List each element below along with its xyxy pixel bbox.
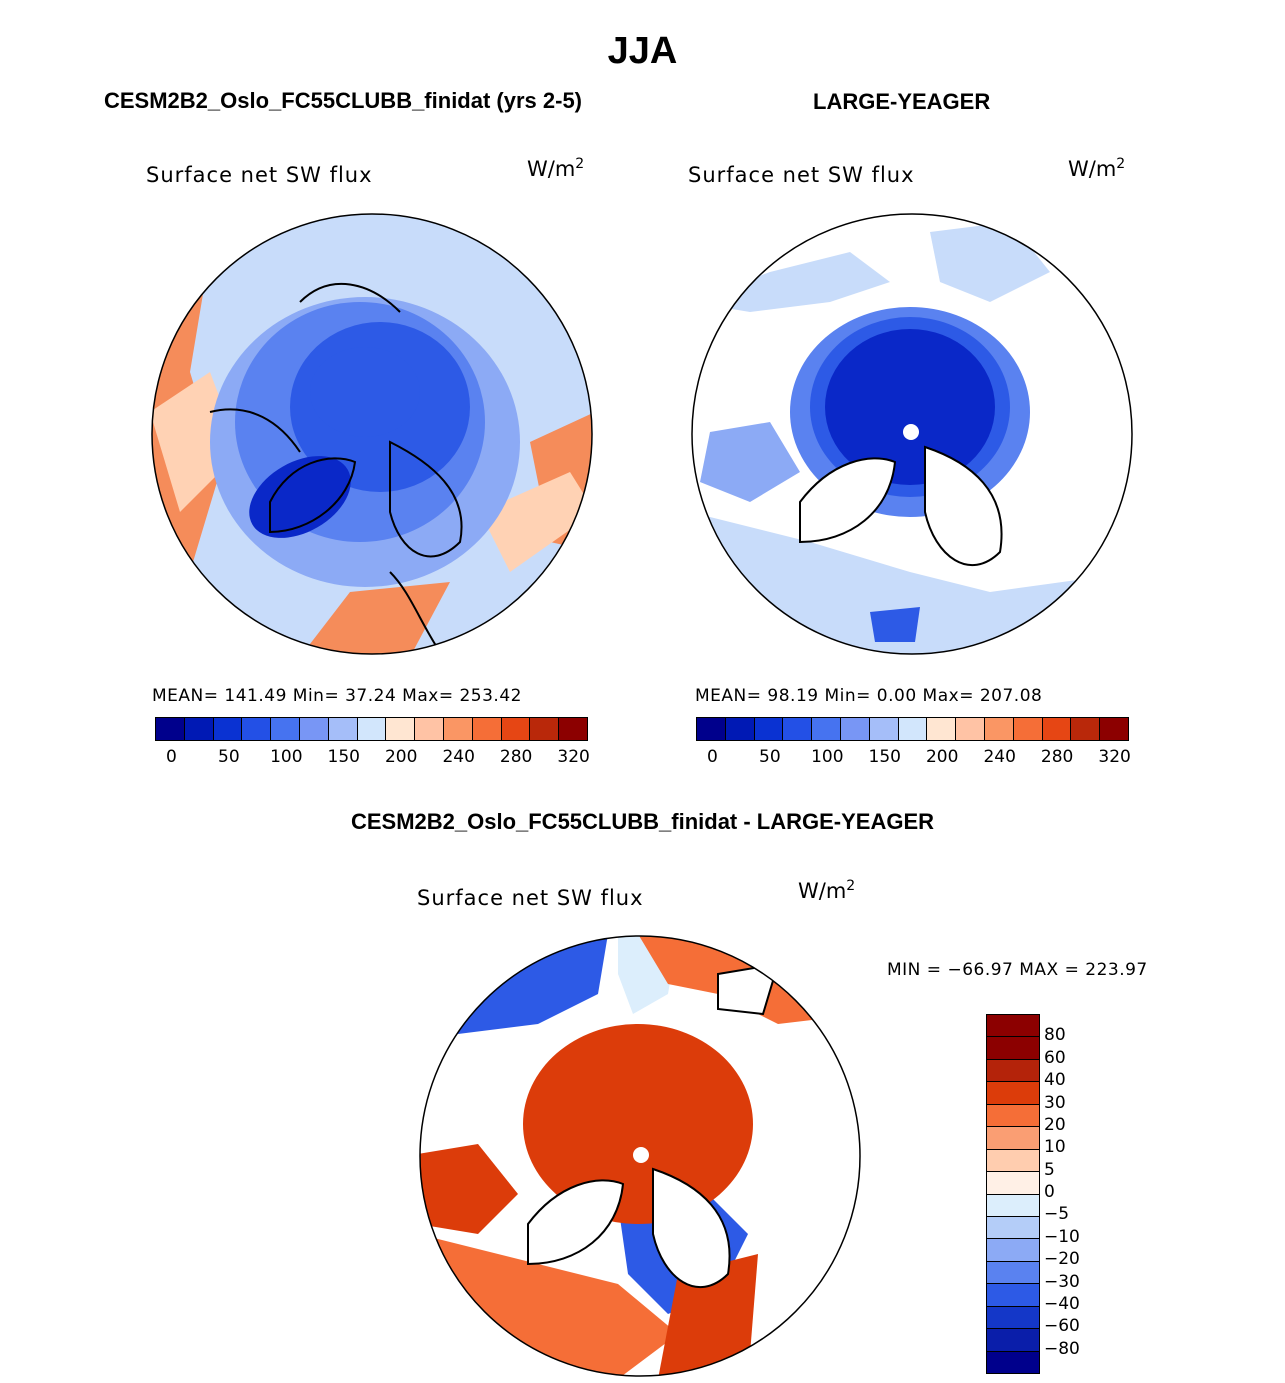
colorbar-swatch	[213, 718, 243, 740]
colorbar-tick-label: 150	[327, 747, 360, 767]
diff-units: W/m2	[798, 878, 856, 903]
figure-title: JJA	[607, 30, 678, 72]
left-panel-title: CESM2B2_Oslo_FC55CLUBB_finidat (yrs 2-5)	[104, 88, 583, 113]
colorbar-tick-label: −20	[1044, 1249, 1080, 1270]
colorbar-tick-label: 320	[557, 747, 590, 767]
colorbar-swatch	[725, 718, 755, 740]
colorbar-swatch	[1071, 718, 1101, 740]
colorbar-tick-label: 40	[1044, 1070, 1066, 1091]
colorbar-swatch	[1042, 718, 1072, 740]
colorbar-swatch	[271, 718, 300, 740]
colorbar-tick-label: 100	[270, 747, 303, 767]
colorbar-tick-label: 280	[1040, 747, 1074, 767]
colorbar-swatch	[472, 718, 502, 740]
colorbar-swatch	[987, 1194, 1039, 1217]
colorbar-tick-label: 0	[706, 747, 718, 767]
colorbar-swatch	[530, 718, 560, 740]
colorbar-tick-label: 0	[1044, 1182, 1055, 1202]
right-panel-title: LARGE-YEAGER	[813, 89, 991, 114]
colorbar-tick-label: −5	[1044, 1204, 1070, 1225]
colorbar-tick-label: 10	[1044, 1137, 1066, 1158]
colorbar-swatch	[927, 718, 957, 740]
colorbar-tick-label: −40	[1044, 1293, 1080, 1314]
colorbar-tick-label: 240	[442, 747, 475, 767]
colorbar-tick-label: 50	[218, 747, 240, 767]
colorbar-swatch	[987, 1261, 1039, 1285]
colorbar-swatch	[840, 718, 870, 740]
colorbar-swatch	[1013, 718, 1043, 740]
colorbar-swatch	[987, 1149, 1039, 1173]
colorbar-tick-label: −80	[1044, 1338, 1080, 1359]
colorbar-tick-label: 240	[983, 747, 1016, 767]
left-polar-map	[151, 213, 593, 655]
colorbar-swatch	[956, 718, 985, 740]
right-colorbar-ticks: 0 50 100 150 200 240 280 320	[696, 747, 1131, 769]
colorbar-swatch	[697, 718, 726, 740]
colorbar-tick-label: −60	[1044, 1316, 1080, 1337]
colorbar-swatch	[328, 718, 358, 740]
colorbar-swatch	[1100, 718, 1128, 740]
colorbar-tick-label: 280	[499, 747, 533, 767]
colorbar-swatch	[299, 718, 329, 740]
colorbar-tick-label: 200	[384, 747, 418, 767]
colorbar-swatch	[987, 1351, 1039, 1373]
right-variable-label: Surface net SW flux	[688, 163, 915, 187]
colorbar-swatch	[984, 718, 1014, 740]
colorbar-swatch	[987, 1059, 1039, 1083]
right-polar-map	[691, 213, 1133, 655]
colorbar-swatch	[559, 718, 587, 740]
colorbar-swatch	[987, 1284, 1039, 1307]
right-stats: MEAN= 98.19 Min= 0.00 Max= 207.08	[695, 686, 1043, 706]
colorbar-swatch	[443, 718, 473, 740]
colorbar-tick-label: 80	[1044, 1025, 1066, 1046]
left-colorbar	[155, 717, 588, 741]
diff-polar-map	[419, 935, 861, 1377]
right-units: W/m2	[1068, 156, 1126, 181]
colorbar-swatch	[987, 1104, 1039, 1128]
colorbar-tick-label: 200	[925, 747, 959, 767]
diff-stats: MIN = −66.97 MAX = 223.97	[887, 960, 1148, 980]
colorbar-swatch	[754, 718, 784, 740]
colorbar-swatch	[386, 718, 416, 740]
colorbar-swatch	[783, 718, 813, 740]
diff-variable-label: Surface net SW flux	[417, 886, 644, 910]
colorbar-tick-label: 50	[759, 747, 781, 767]
colorbar-tick-label: 60	[1044, 1047, 1066, 1068]
colorbar-tick-label: 0	[165, 747, 177, 767]
colorbar-tick-label: −30	[1044, 1271, 1080, 1292]
colorbar-swatch	[184, 718, 214, 740]
colorbar-swatch	[242, 718, 272, 740]
colorbar-swatch	[987, 1015, 1039, 1038]
colorbar-swatch	[812, 718, 841, 740]
colorbar-tick-label: 100	[811, 747, 844, 767]
colorbar-tick-label: 5	[1044, 1159, 1055, 1180]
colorbar-swatch	[987, 1037, 1039, 1060]
colorbar-swatch	[156, 718, 185, 740]
diff-colorbar-ticks: 80 60 40 30 20 10 5 0 −5 −10 −20 −30 −40 −60 −80	[1044, 1014, 1104, 1372]
colorbar-swatch	[415, 718, 444, 740]
colorbar-tick-label: 20	[1044, 1114, 1066, 1135]
left-units: W/m2	[527, 156, 585, 181]
colorbar-tick-label: −10	[1044, 1226, 1080, 1247]
colorbar-swatch	[987, 1306, 1039, 1330]
colorbar-tick-label: 320	[1098, 747, 1131, 767]
colorbar-swatch	[987, 1172, 1039, 1195]
diff-panel-title: CESM2B2_Oslo_FC55CLUBB_finidat - LARGE-Y…	[350, 809, 935, 834]
colorbar-swatch	[869, 718, 899, 740]
colorbar-swatch	[987, 1239, 1039, 1262]
right-colorbar	[696, 717, 1129, 741]
left-variable-label: Surface net SW flux	[146, 163, 373, 187]
colorbar-swatch	[987, 1127, 1039, 1150]
left-stats: MEAN= 141.49 Min= 37.24 Max= 253.42	[152, 686, 522, 706]
diff-colorbar	[986, 1014, 1040, 1374]
left-colorbar-ticks: 0 50 100 150 200 240 280 320	[155, 747, 590, 769]
colorbar-swatch	[987, 1216, 1039, 1240]
colorbar-tick-label: 30	[1044, 1092, 1066, 1113]
colorbar-swatch	[357, 718, 387, 740]
colorbar-swatch	[987, 1329, 1039, 1352]
colorbar-swatch	[987, 1082, 1039, 1105]
colorbar-tick-label: 150	[868, 747, 901, 767]
colorbar-swatch	[501, 718, 531, 740]
colorbar-swatch	[898, 718, 928, 740]
